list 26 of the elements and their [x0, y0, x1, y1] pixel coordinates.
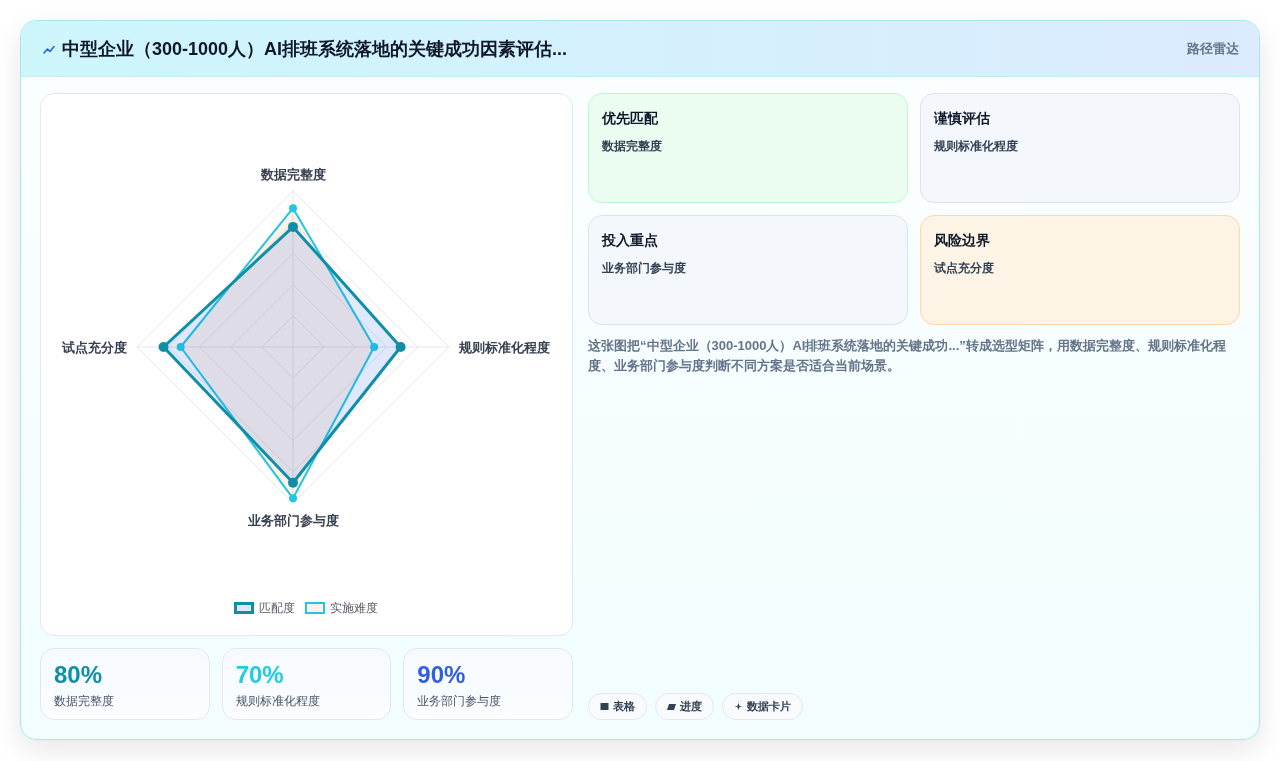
text: 规则标准化程度 — [934, 138, 1018, 155]
text: 进度 — [680, 699, 702, 714]
text: 试点充分度 — [934, 260, 994, 277]
category-label: 风险边界 — [934, 231, 990, 250]
legend-label: 实施难度 — [330, 601, 378, 615]
text: 70% — [235, 661, 284, 689]
category-label: 规则标准化程度 — [235, 693, 320, 709]
legend-label: 匹配度 — [259, 601, 295, 615]
text: 数据完整度 — [602, 138, 662, 155]
text: 路径雷达 — [1187, 40, 1239, 58]
text: 80% — [54, 661, 103, 689]
text: 表格 — [613, 699, 635, 714]
category-label: 谨慎评估 — [934, 109, 990, 128]
text: 这张图把“中型企业（300-1000人）AI排班系统落地的关键成功...”转成选型矩阵，用数据完整度、规则标准化程度、业务部门参与度判断不同方案是否适合当前场景。 — [588, 337, 1227, 375]
category-label: 业务部门参与度 — [417, 693, 502, 709]
spoke-label: 试点充分度 — [61, 339, 127, 355]
category-label: 优先匹配 — [602, 109, 658, 128]
category-label: 数据完整度 — [54, 693, 114, 709]
text: 数据卡片 — [747, 699, 791, 714]
text: 90% — [417, 661, 466, 689]
spoke-label: 业务部门参与度 — [246, 512, 339, 528]
chart-title: 中型企业（300-1000人）AI排班系统落地的关键成功因素评估... — [62, 38, 568, 61]
text: 业务部门参与度 — [602, 260, 686, 277]
spoke-label: 规则标准化程度 — [458, 339, 550, 355]
category-label: 投入重点 — [602, 231, 658, 250]
spoke-label: 数据完整度 — [259, 166, 326, 182]
